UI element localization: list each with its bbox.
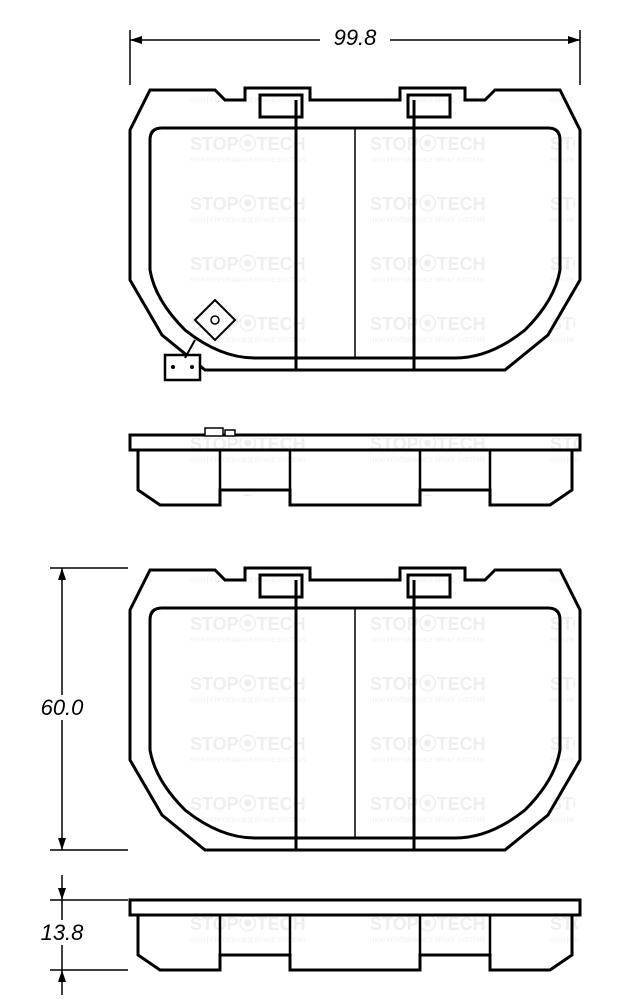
drawing-svg: STOP⦿TECH HIGH PERFORMANCE BRAKE SYSTEMS… bbox=[0, 0, 634, 1000]
dimension-thickness: 13.8 bbox=[30, 875, 128, 995]
dimension-width: 99.8 bbox=[130, 25, 580, 85]
brake-pad-top-side bbox=[130, 428, 580, 505]
brake-pad-top-front bbox=[130, 88, 580, 380]
brake-pad-bottom-front bbox=[130, 568, 580, 850]
dimension-height: 60.0 bbox=[30, 568, 128, 850]
thickness-dimension-text: 13.8 bbox=[41, 920, 85, 945]
brake-pad-bottom-side bbox=[130, 900, 580, 970]
width-dimension-text: 99.8 bbox=[334, 25, 378, 50]
technical-drawing: STOP⦿TECH HIGH PERFORMANCE BRAKE SYSTEMS… bbox=[0, 0, 634, 1000]
height-dimension-text: 60.0 bbox=[41, 695, 85, 720]
